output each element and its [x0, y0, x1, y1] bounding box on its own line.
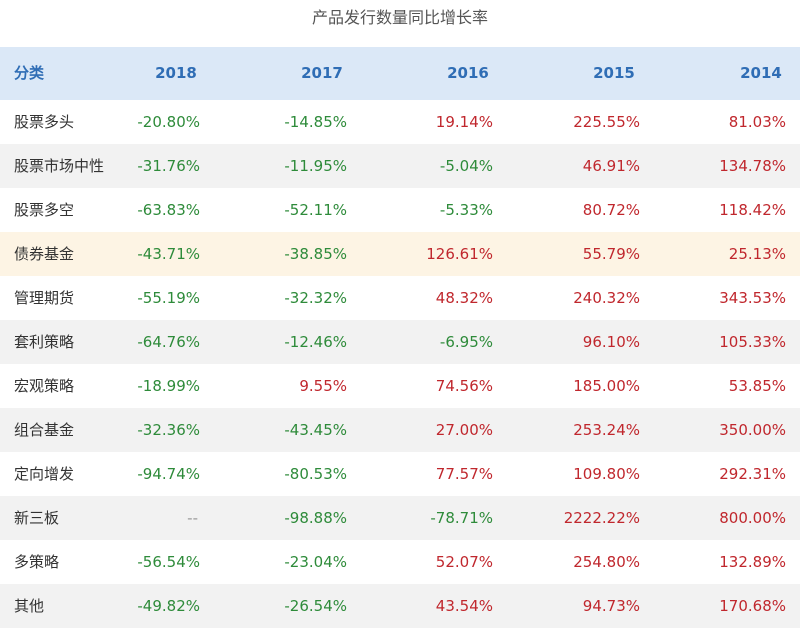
value-cell: -32.36% — [137, 421, 200, 439]
value-cell: -43.71% — [137, 245, 200, 263]
value-cell: 43.54% — [435, 597, 493, 615]
category-cell: 宏观策略 — [14, 377, 75, 395]
value-cell: -64.76% — [137, 333, 200, 351]
value-cell: -23.04% — [284, 553, 347, 571]
category-cell: 多策略 — [14, 553, 60, 571]
value-cell: 800.00% — [719, 509, 786, 527]
value-cell: -6.95% — [439, 333, 493, 351]
header-cell: 2014 — [740, 64, 782, 82]
table-title: 产品发行数量同比增长率 — [311, 8, 488, 27]
value-cell: -52.11% — [284, 201, 347, 219]
value-cell: 185.00% — [573, 377, 640, 395]
value-cell: -11.95% — [284, 157, 347, 175]
header-cell: 2017 — [301, 64, 343, 82]
value-cell: 343.53% — [719, 289, 786, 307]
category-cell: 股票多空 — [14, 201, 75, 219]
table-row: 定向增发 -94.74% -80.53% 77.57% 109.80% 292.31% — [0, 452, 800, 496]
value-cell: 77.57% — [435, 465, 493, 483]
value-cell: -49.82% — [137, 597, 200, 615]
table-row: 股票多空 -63.83% -52.11% -5.33% 80.72% 118.42% — [0, 188, 800, 232]
value-cell: -56.54% — [137, 553, 200, 571]
header-cell: 分类 — [14, 64, 45, 82]
value-cell: -- — [187, 509, 198, 527]
table-row: 股票市场中性 -31.76% -11.95% -5.04% 46.91% 134.78% — [0, 144, 800, 188]
header-cell: 2016 — [447, 64, 489, 82]
value-cell: -14.85% — [284, 113, 347, 131]
value-cell: 81.03% — [728, 113, 786, 131]
value-cell: -38.85% — [284, 245, 347, 263]
value-cell: 118.42% — [719, 201, 786, 219]
value-cell: 254.80% — [573, 553, 640, 571]
value-cell: -20.80% — [137, 113, 200, 131]
table-row: 多策略 -56.54% -23.04% 52.07% 254.80% 132.89% — [0, 540, 800, 584]
value-cell: 9.55% — [299, 377, 347, 395]
header-cell: 2015 — [593, 64, 635, 82]
value-cell: 170.68% — [719, 597, 786, 615]
value-cell: 105.33% — [719, 333, 786, 351]
value-cell: 46.91% — [582, 157, 640, 175]
table-row: 新三板 -- -98.88% -78.71% 2222.22% 800.00% — [0, 496, 800, 540]
value-cell: -12.46% — [284, 333, 347, 351]
category-cell: 股票多头 — [14, 113, 75, 131]
value-cell: -63.83% — [137, 201, 200, 219]
category-cell: 管理期货 — [14, 289, 75, 307]
value-cell: 74.56% — [435, 377, 493, 395]
value-cell: 126.61% — [426, 245, 493, 263]
table-row: 宏观策略 -18.99% 9.55% 74.56% 185.00% 53.85% — [0, 364, 800, 408]
header-cell: 2018 — [155, 64, 197, 82]
category-cell: 新三板 — [14, 509, 60, 527]
value-cell: -18.99% — [137, 377, 200, 395]
value-cell: -32.32% — [284, 289, 347, 307]
value-cell: 55.79% — [582, 245, 640, 263]
value-cell: 240.32% — [573, 289, 640, 307]
category-cell: 组合基金 — [14, 421, 75, 439]
value-cell: -5.04% — [439, 157, 493, 175]
value-cell: -94.74% — [137, 465, 200, 483]
value-cell: 80.72% — [582, 201, 640, 219]
category-cell: 股票市场中性 — [14, 157, 105, 175]
value-cell: -98.88% — [284, 509, 347, 527]
category-cell: 债券基金 — [14, 245, 75, 263]
table-row: 股票多头 -20.80% -14.85% 19.14% 225.55% 81.03% — [0, 100, 800, 144]
value-cell: 94.73% — [582, 597, 640, 615]
value-cell: -78.71% — [430, 509, 493, 527]
value-cell: 292.31% — [719, 465, 786, 483]
value-cell: -26.54% — [284, 597, 347, 615]
value-cell: 27.00% — [435, 421, 493, 439]
value-cell: -80.53% — [284, 465, 347, 483]
value-cell: -55.19% — [137, 289, 200, 307]
table-row: 组合基金 -32.36% -43.45% 27.00% 253.24% 350.00% — [0, 408, 800, 452]
value-cell: 96.10% — [582, 333, 640, 351]
category-cell: 其他 — [14, 597, 45, 615]
value-cell: 109.80% — [573, 465, 640, 483]
value-cell: 48.32% — [435, 289, 493, 307]
table-row: 其他 -49.82% -26.54% 43.54% 94.73% 170.68% — [0, 584, 800, 628]
header-row: 分类 2018 2017 2016 2015 2014 — [0, 47, 800, 100]
value-cell: 19.14% — [435, 113, 493, 131]
table-row: 套利策略 -64.76% -12.46% -6.95% 96.10% 105.33% — [0, 320, 800, 364]
value-cell: 134.78% — [719, 157, 786, 175]
value-cell: 53.85% — [728, 377, 786, 395]
category-cell: 套利策略 — [14, 333, 75, 351]
value-cell: 52.07% — [435, 553, 493, 571]
value-cell: -31.76% — [137, 157, 200, 175]
table-row: 债券基金 -43.71% -38.85% 126.61% 55.79% 25.13% — [0, 232, 800, 276]
value-cell: -5.33% — [439, 201, 493, 219]
value-cell: 350.00% — [719, 421, 786, 439]
category-cell: 定向增发 — [14, 465, 75, 483]
value-cell: 253.24% — [573, 421, 640, 439]
value-cell: 2222.22% — [563, 509, 640, 527]
value-cell: -43.45% — [284, 421, 347, 439]
value-cell: 25.13% — [728, 245, 786, 263]
value-cell: 132.89% — [719, 553, 786, 571]
table-row: 管理期货 -55.19% -32.32% 48.32% 240.32% 343.53% — [0, 276, 800, 320]
value-cell: 225.55% — [573, 113, 640, 131]
